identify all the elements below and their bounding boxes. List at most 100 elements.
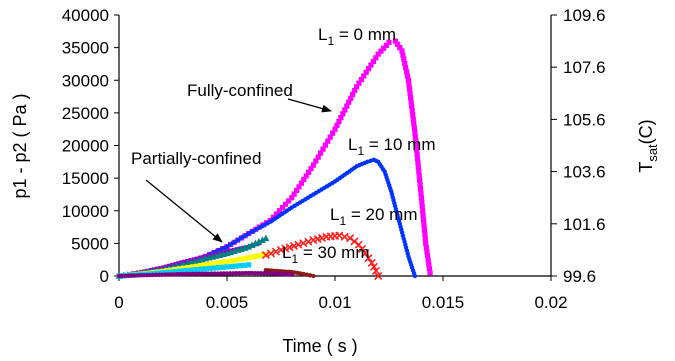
annotation-part: L bbox=[330, 205, 339, 224]
data-point bbox=[330, 130, 336, 136]
series-6 bbox=[261, 231, 383, 281]
data-point bbox=[419, 199, 425, 205]
data-point bbox=[301, 176, 307, 183]
data-point bbox=[147, 272, 153, 278]
data-point bbox=[371, 266, 381, 275]
data-point bbox=[132, 273, 137, 278]
data-point bbox=[366, 66, 372, 72]
data-point bbox=[395, 41, 401, 47]
data-point bbox=[237, 271, 242, 276]
data-point bbox=[255, 271, 261, 276]
data-point bbox=[163, 272, 168, 277]
data-point bbox=[221, 271, 227, 276]
data-point bbox=[310, 162, 316, 168]
x-tick-label: 0.01 bbox=[318, 293, 351, 312]
data-point bbox=[202, 266, 208, 272]
data-point bbox=[294, 187, 300, 194]
data-point bbox=[348, 95, 354, 101]
data-point bbox=[240, 270, 245, 276]
data-point bbox=[255, 238, 263, 245]
annotation-l1-20: L1 = 20 mm bbox=[330, 205, 418, 228]
data-point bbox=[250, 254, 256, 260]
data-point bbox=[403, 65, 409, 71]
data-point bbox=[227, 271, 233, 276]
data-point bbox=[273, 211, 279, 217]
data-point bbox=[413, 138, 419, 144]
data-point bbox=[340, 111, 346, 117]
annotation-part: = 20 mm bbox=[346, 205, 417, 224]
data-point bbox=[243, 270, 248, 276]
data-point bbox=[369, 262, 378, 271]
data-point bbox=[215, 260, 221, 266]
axes: 0 0.005 0.01 0.015 0.02 0 5000 10000 15000 20000 2… bbox=[62, 6, 606, 312]
data-point bbox=[168, 269, 174, 275]
data-point bbox=[181, 268, 187, 274]
data-point bbox=[338, 115, 344, 121]
fully-confined-arrow bbox=[287, 98, 332, 113]
data-point bbox=[425, 257, 431, 263]
data-point bbox=[228, 263, 234, 270]
data-point bbox=[412, 129, 418, 136]
data-point bbox=[286, 198, 292, 204]
data-point bbox=[189, 267, 196, 273]
data-point bbox=[417, 182, 423, 188]
data-point bbox=[252, 270, 257, 276]
data-point bbox=[194, 263, 200, 269]
data-point bbox=[419, 204, 425, 210]
data-point bbox=[374, 271, 383, 281]
data-point bbox=[356, 80, 362, 86]
data-point bbox=[414, 151, 420, 157]
y2-axis-title-main: T bbox=[636, 162, 656, 173]
data-point bbox=[207, 265, 213, 272]
data-point bbox=[313, 158, 319, 164]
data-point bbox=[413, 142, 419, 149]
data-point bbox=[207, 261, 213, 267]
data-point bbox=[308, 166, 314, 172]
data-point bbox=[392, 38, 399, 44]
data-point bbox=[176, 268, 183, 274]
data-point bbox=[344, 103, 350, 109]
data-point bbox=[184, 271, 190, 277]
data-point bbox=[400, 52, 406, 58]
data-point bbox=[375, 51, 381, 57]
data-point bbox=[198, 262, 204, 269]
data-point bbox=[354, 84, 360, 90]
data-point bbox=[258, 252, 265, 258]
data-point bbox=[169, 272, 174, 277]
data-point bbox=[249, 270, 254, 276]
data-point bbox=[422, 231, 428, 237]
annotation-part: = 30 mm bbox=[298, 243, 369, 262]
data-point bbox=[233, 257, 239, 263]
data-point bbox=[370, 58, 376, 64]
y2-axis-title: Tsat(C) bbox=[636, 119, 660, 172]
data-point bbox=[426, 265, 433, 272]
y2-axis-title-sub: sat bbox=[645, 144, 660, 162]
data-point bbox=[246, 255, 252, 261]
y-tick-label: 20000 bbox=[62, 137, 109, 156]
data-point bbox=[291, 191, 297, 197]
data-point bbox=[424, 249, 430, 255]
data-point bbox=[224, 271, 230, 276]
data-point bbox=[189, 264, 196, 270]
data-point bbox=[119, 273, 125, 279]
data-point bbox=[194, 267, 200, 273]
data-point bbox=[246, 270, 251, 276]
data-point bbox=[296, 184, 302, 190]
data-point bbox=[289, 195, 295, 201]
data-point bbox=[228, 258, 234, 264]
data-point bbox=[423, 244, 429, 251]
data-point bbox=[294, 240, 303, 249]
data-point bbox=[172, 272, 177, 277]
data-point bbox=[224, 259, 230, 265]
data-point bbox=[402, 60, 408, 67]
data-point bbox=[407, 90, 413, 96]
data-point bbox=[163, 269, 170, 275]
data-point bbox=[261, 271, 267, 276]
data-point bbox=[237, 263, 243, 269]
data-point bbox=[426, 261, 432, 267]
y2-tick-label: 107.6 bbox=[563, 58, 606, 77]
data-point bbox=[412, 273, 418, 279]
data-point bbox=[368, 62, 374, 68]
data-point bbox=[181, 265, 187, 271]
